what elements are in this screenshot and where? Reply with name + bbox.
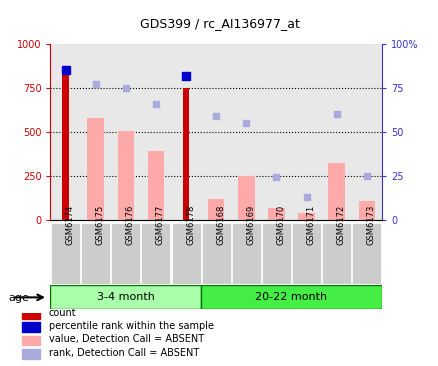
Point	[62, 66, 69, 71]
FancyBboxPatch shape	[352, 223, 381, 284]
Text: GSM6173: GSM6173	[366, 205, 375, 245]
Text: GSM6171: GSM6171	[306, 205, 315, 245]
Text: age: age	[9, 293, 30, 303]
Text: percentile rank within the sample: percentile rank within the sample	[49, 321, 213, 331]
Text: GDS399 / rc_AI136977_at: GDS399 / rc_AI136977_at	[139, 17, 299, 30]
Bar	[208, 199, 224, 220]
Bar	[22, 322, 40, 332]
Point	[242, 120, 249, 126]
Point	[182, 72, 189, 78]
Bar	[110, 44, 141, 220]
Text: GSM6172: GSM6172	[336, 205, 345, 245]
Bar	[351, 44, 381, 220]
FancyBboxPatch shape	[81, 223, 110, 284]
Bar	[171, 44, 201, 220]
Bar	[141, 44, 171, 220]
Bar	[22, 309, 40, 319]
Point	[272, 175, 279, 180]
Bar	[182, 88, 189, 220]
FancyBboxPatch shape	[50, 285, 201, 309]
Bar	[117, 131, 134, 220]
Text: GSM6177: GSM6177	[155, 205, 165, 245]
Text: GSM6178: GSM6178	[186, 205, 194, 245]
Bar	[62, 70, 69, 220]
FancyBboxPatch shape	[51, 223, 80, 284]
FancyBboxPatch shape	[321, 223, 350, 284]
Text: GSM6176: GSM6176	[126, 205, 134, 245]
Text: GSM6174: GSM6174	[65, 205, 74, 245]
Point	[212, 113, 219, 119]
Bar	[291, 44, 321, 220]
FancyBboxPatch shape	[141, 223, 170, 284]
Text: value, Detection Call = ABSENT: value, Detection Call = ABSENT	[49, 335, 204, 344]
Text: count: count	[49, 308, 76, 318]
FancyBboxPatch shape	[171, 223, 200, 284]
FancyBboxPatch shape	[231, 223, 260, 284]
Bar	[321, 44, 351, 220]
Text: 20-22 month: 20-22 month	[255, 292, 327, 302]
Text: 3-4 month: 3-4 month	[97, 292, 155, 302]
Bar	[261, 44, 291, 220]
Point	[152, 101, 159, 107]
Text: GSM6170: GSM6170	[276, 205, 285, 245]
Point	[302, 194, 309, 200]
Point	[62, 67, 69, 73]
Bar	[298, 213, 314, 220]
Bar	[237, 176, 254, 220]
Bar	[147, 151, 164, 220]
Bar	[268, 208, 284, 220]
Point	[363, 173, 370, 179]
Bar	[358, 201, 374, 220]
Bar	[50, 44, 81, 220]
Point	[332, 111, 339, 117]
FancyBboxPatch shape	[111, 223, 140, 284]
Bar	[87, 118, 104, 220]
Bar	[231, 44, 261, 220]
FancyBboxPatch shape	[201, 285, 381, 309]
FancyBboxPatch shape	[261, 223, 290, 284]
Text: GSM6175: GSM6175	[95, 205, 104, 245]
Bar	[81, 44, 110, 220]
Point	[92, 81, 99, 87]
Bar	[328, 163, 344, 220]
Point	[182, 72, 189, 78]
FancyBboxPatch shape	[291, 223, 320, 284]
Text: GSM6169: GSM6169	[246, 205, 255, 245]
Text: GSM6168: GSM6168	[215, 205, 225, 245]
Bar	[22, 336, 40, 345]
FancyBboxPatch shape	[201, 223, 230, 284]
Bar	[201, 44, 231, 220]
Bar	[22, 349, 40, 359]
Point	[122, 85, 129, 91]
Text: rank, Detection Call = ABSENT: rank, Detection Call = ABSENT	[49, 348, 199, 358]
